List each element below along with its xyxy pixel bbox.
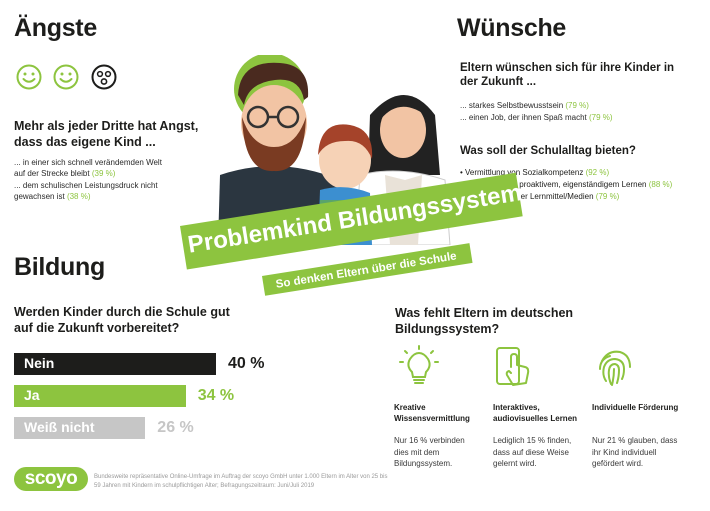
bar-category-label: Weiß nicht xyxy=(24,419,95,435)
bar-value-label: 34 % xyxy=(197,387,235,404)
bar-ja: Ja xyxy=(14,385,186,407)
missing-col-text: Nur 21 % glauben, dass ihr Kind individu… xyxy=(592,436,678,468)
fingerprint-icon xyxy=(599,350,631,386)
fears-lead: Mehr als jeder Dritte hat Angst, dass da… xyxy=(14,119,199,149)
logo-text: scoyo xyxy=(24,468,78,489)
scoyo-logo: scoyo xyxy=(14,467,88,491)
shocked-face-icon xyxy=(91,64,117,90)
fears-item: ... dem schulischen Leistungsdruck nicht… xyxy=(14,181,158,201)
bar-nein: Nein xyxy=(14,353,216,375)
wishes-title: Wünsche xyxy=(457,14,567,42)
school-question: Was soll der Schulalltag bieten? xyxy=(460,145,636,157)
education-title: Bildung xyxy=(14,253,105,281)
fears-title: Ängste xyxy=(14,14,97,42)
wishes-lead: Eltern wünschen sich für ihre Kinder in … xyxy=(460,62,675,88)
tablet-touch-icon xyxy=(496,347,530,386)
fears-item: ... in einer sich schnell verändemden We… xyxy=(14,158,162,178)
bar-value-label: 40 % xyxy=(228,355,265,372)
missing-col-title: Individuelle Förderung xyxy=(592,403,679,412)
wishes-item: ... einen Job, der ihnen Spaß macht (79 … xyxy=(460,113,613,122)
missing-title: Was fehlt Eltern im deutschen Bildungssy… xyxy=(395,306,574,336)
missing-col-text: Lediglich 15 % finden, dass auf diese We… xyxy=(493,436,572,468)
wishes-item: ... starkes Selbstbewusstsein (79 %) xyxy=(460,101,589,110)
happy-face-icon xyxy=(16,64,42,90)
bar-weiß-nicht: Weiß nicht xyxy=(14,417,146,439)
lightbulb-icon xyxy=(399,345,439,384)
education-question: Werden Kinder durch die Schule gut auf d… xyxy=(14,305,230,335)
missing-col-title: Kreative Wissensvermittlung xyxy=(394,403,470,423)
bar-category-label: Ja xyxy=(24,387,40,403)
missing-col-text: Nur 16 % verbinden dies mit dem Bildungs… xyxy=(394,436,465,468)
school-bullet: • Vermittlung von Sozialkompetenz (92 %) xyxy=(460,168,610,177)
missing-col-title: Interaktives, audiovisuelles Lernen xyxy=(493,403,578,423)
happy-face-icon xyxy=(53,64,79,90)
bar-category-label: Nein xyxy=(24,355,55,371)
bar-value-label: 26 % xyxy=(157,419,194,436)
footer-note: Bundesweite repräsentative Online-Umfrag… xyxy=(94,474,388,489)
